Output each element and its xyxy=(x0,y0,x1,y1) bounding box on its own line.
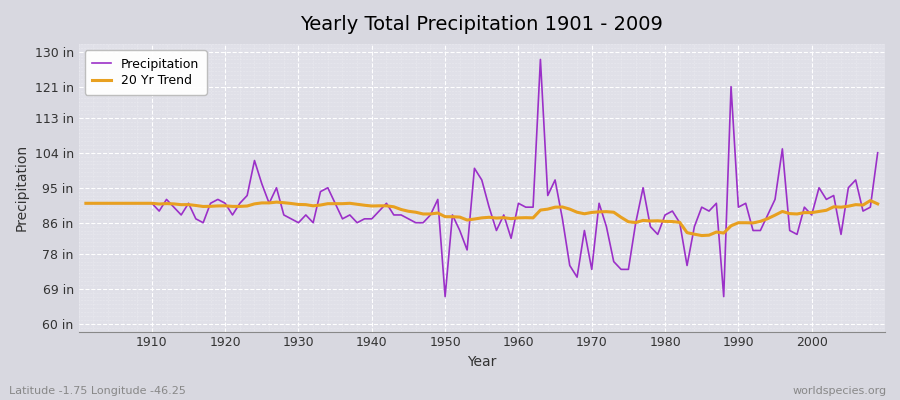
Legend: Precipitation, 20 Yr Trend: Precipitation, 20 Yr Trend xyxy=(85,50,207,95)
Precipitation xyxy=(520,205,531,210)
X-axis label: Year: Year xyxy=(467,355,497,369)
Precipitation xyxy=(872,150,883,155)
20 Yr Trend xyxy=(140,201,150,206)
Precipitation xyxy=(616,267,626,272)
20 Yr Trend xyxy=(513,216,524,220)
Line: Precipitation: Precipitation xyxy=(86,60,878,296)
Precipitation xyxy=(513,201,524,206)
20 Yr Trend xyxy=(506,216,517,221)
Precipitation xyxy=(140,201,150,206)
20 Yr Trend xyxy=(697,233,707,238)
Text: worldspecies.org: worldspecies.org xyxy=(792,386,886,396)
Precipitation xyxy=(345,212,356,217)
Precipitation xyxy=(535,57,545,62)
Line: 20 Yr Trend: 20 Yr Trend xyxy=(86,200,878,236)
20 Yr Trend xyxy=(865,198,876,203)
Precipitation xyxy=(301,212,311,217)
Precipitation xyxy=(440,294,451,299)
20 Yr Trend xyxy=(80,201,91,206)
Y-axis label: Precipitation: Precipitation xyxy=(15,144,29,231)
Title: Yearly Total Precipitation 1901 - 2009: Yearly Total Precipitation 1901 - 2009 xyxy=(301,15,663,34)
20 Yr Trend xyxy=(872,202,883,206)
20 Yr Trend xyxy=(345,201,356,206)
20 Yr Trend xyxy=(301,202,311,207)
Precipitation xyxy=(80,201,91,206)
20 Yr Trend xyxy=(601,209,612,214)
Text: Latitude -1.75 Longitude -46.25: Latitude -1.75 Longitude -46.25 xyxy=(9,386,186,396)
